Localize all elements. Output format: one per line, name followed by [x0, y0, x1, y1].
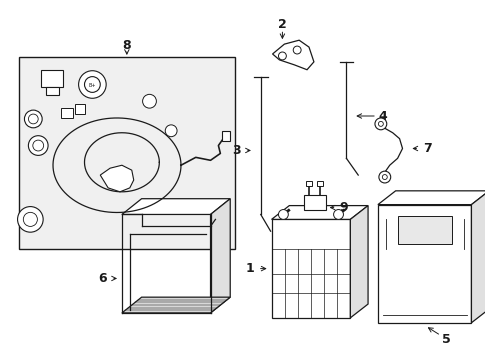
Bar — [305, 181, 311, 186]
Text: 2: 2 — [278, 18, 286, 31]
Bar — [377, 204, 470, 323]
Circle shape — [33, 140, 43, 151]
Circle shape — [79, 71, 106, 98]
Circle shape — [378, 171, 390, 183]
Circle shape — [24, 110, 42, 128]
Text: 8: 8 — [122, 39, 131, 51]
Polygon shape — [470, 191, 488, 323]
Polygon shape — [349, 206, 367, 318]
Polygon shape — [210, 199, 230, 313]
Bar — [19, 57, 235, 249]
Text: 6: 6 — [98, 272, 106, 285]
Text: 9: 9 — [339, 201, 347, 214]
Circle shape — [142, 94, 156, 108]
Circle shape — [28, 114, 38, 124]
Bar — [46, 87, 59, 95]
Circle shape — [165, 125, 177, 137]
Circle shape — [333, 210, 343, 219]
Text: 1: 1 — [245, 262, 254, 275]
Text: 5: 5 — [442, 333, 450, 346]
Circle shape — [382, 175, 386, 180]
Text: B+: B+ — [88, 83, 96, 88]
Circle shape — [378, 121, 383, 126]
Circle shape — [28, 136, 48, 156]
Circle shape — [18, 207, 43, 232]
Bar — [397, 216, 451, 244]
Bar — [222, 131, 230, 141]
Bar — [304, 195, 325, 210]
Circle shape — [278, 210, 288, 219]
Bar — [271, 219, 349, 318]
Polygon shape — [100, 165, 133, 192]
Circle shape — [84, 77, 100, 93]
Polygon shape — [377, 191, 488, 204]
Polygon shape — [272, 40, 313, 70]
Polygon shape — [122, 199, 230, 215]
Bar — [75, 104, 84, 114]
Bar — [41, 70, 63, 87]
Polygon shape — [122, 297, 230, 313]
Text: 7: 7 — [422, 142, 430, 155]
Text: 3: 3 — [231, 144, 240, 157]
Polygon shape — [271, 206, 367, 219]
Circle shape — [23, 212, 37, 226]
Circle shape — [293, 46, 301, 54]
Bar — [316, 181, 322, 186]
Text: 4: 4 — [378, 109, 386, 122]
Circle shape — [374, 118, 386, 130]
Bar — [61, 108, 73, 118]
Circle shape — [278, 52, 286, 60]
